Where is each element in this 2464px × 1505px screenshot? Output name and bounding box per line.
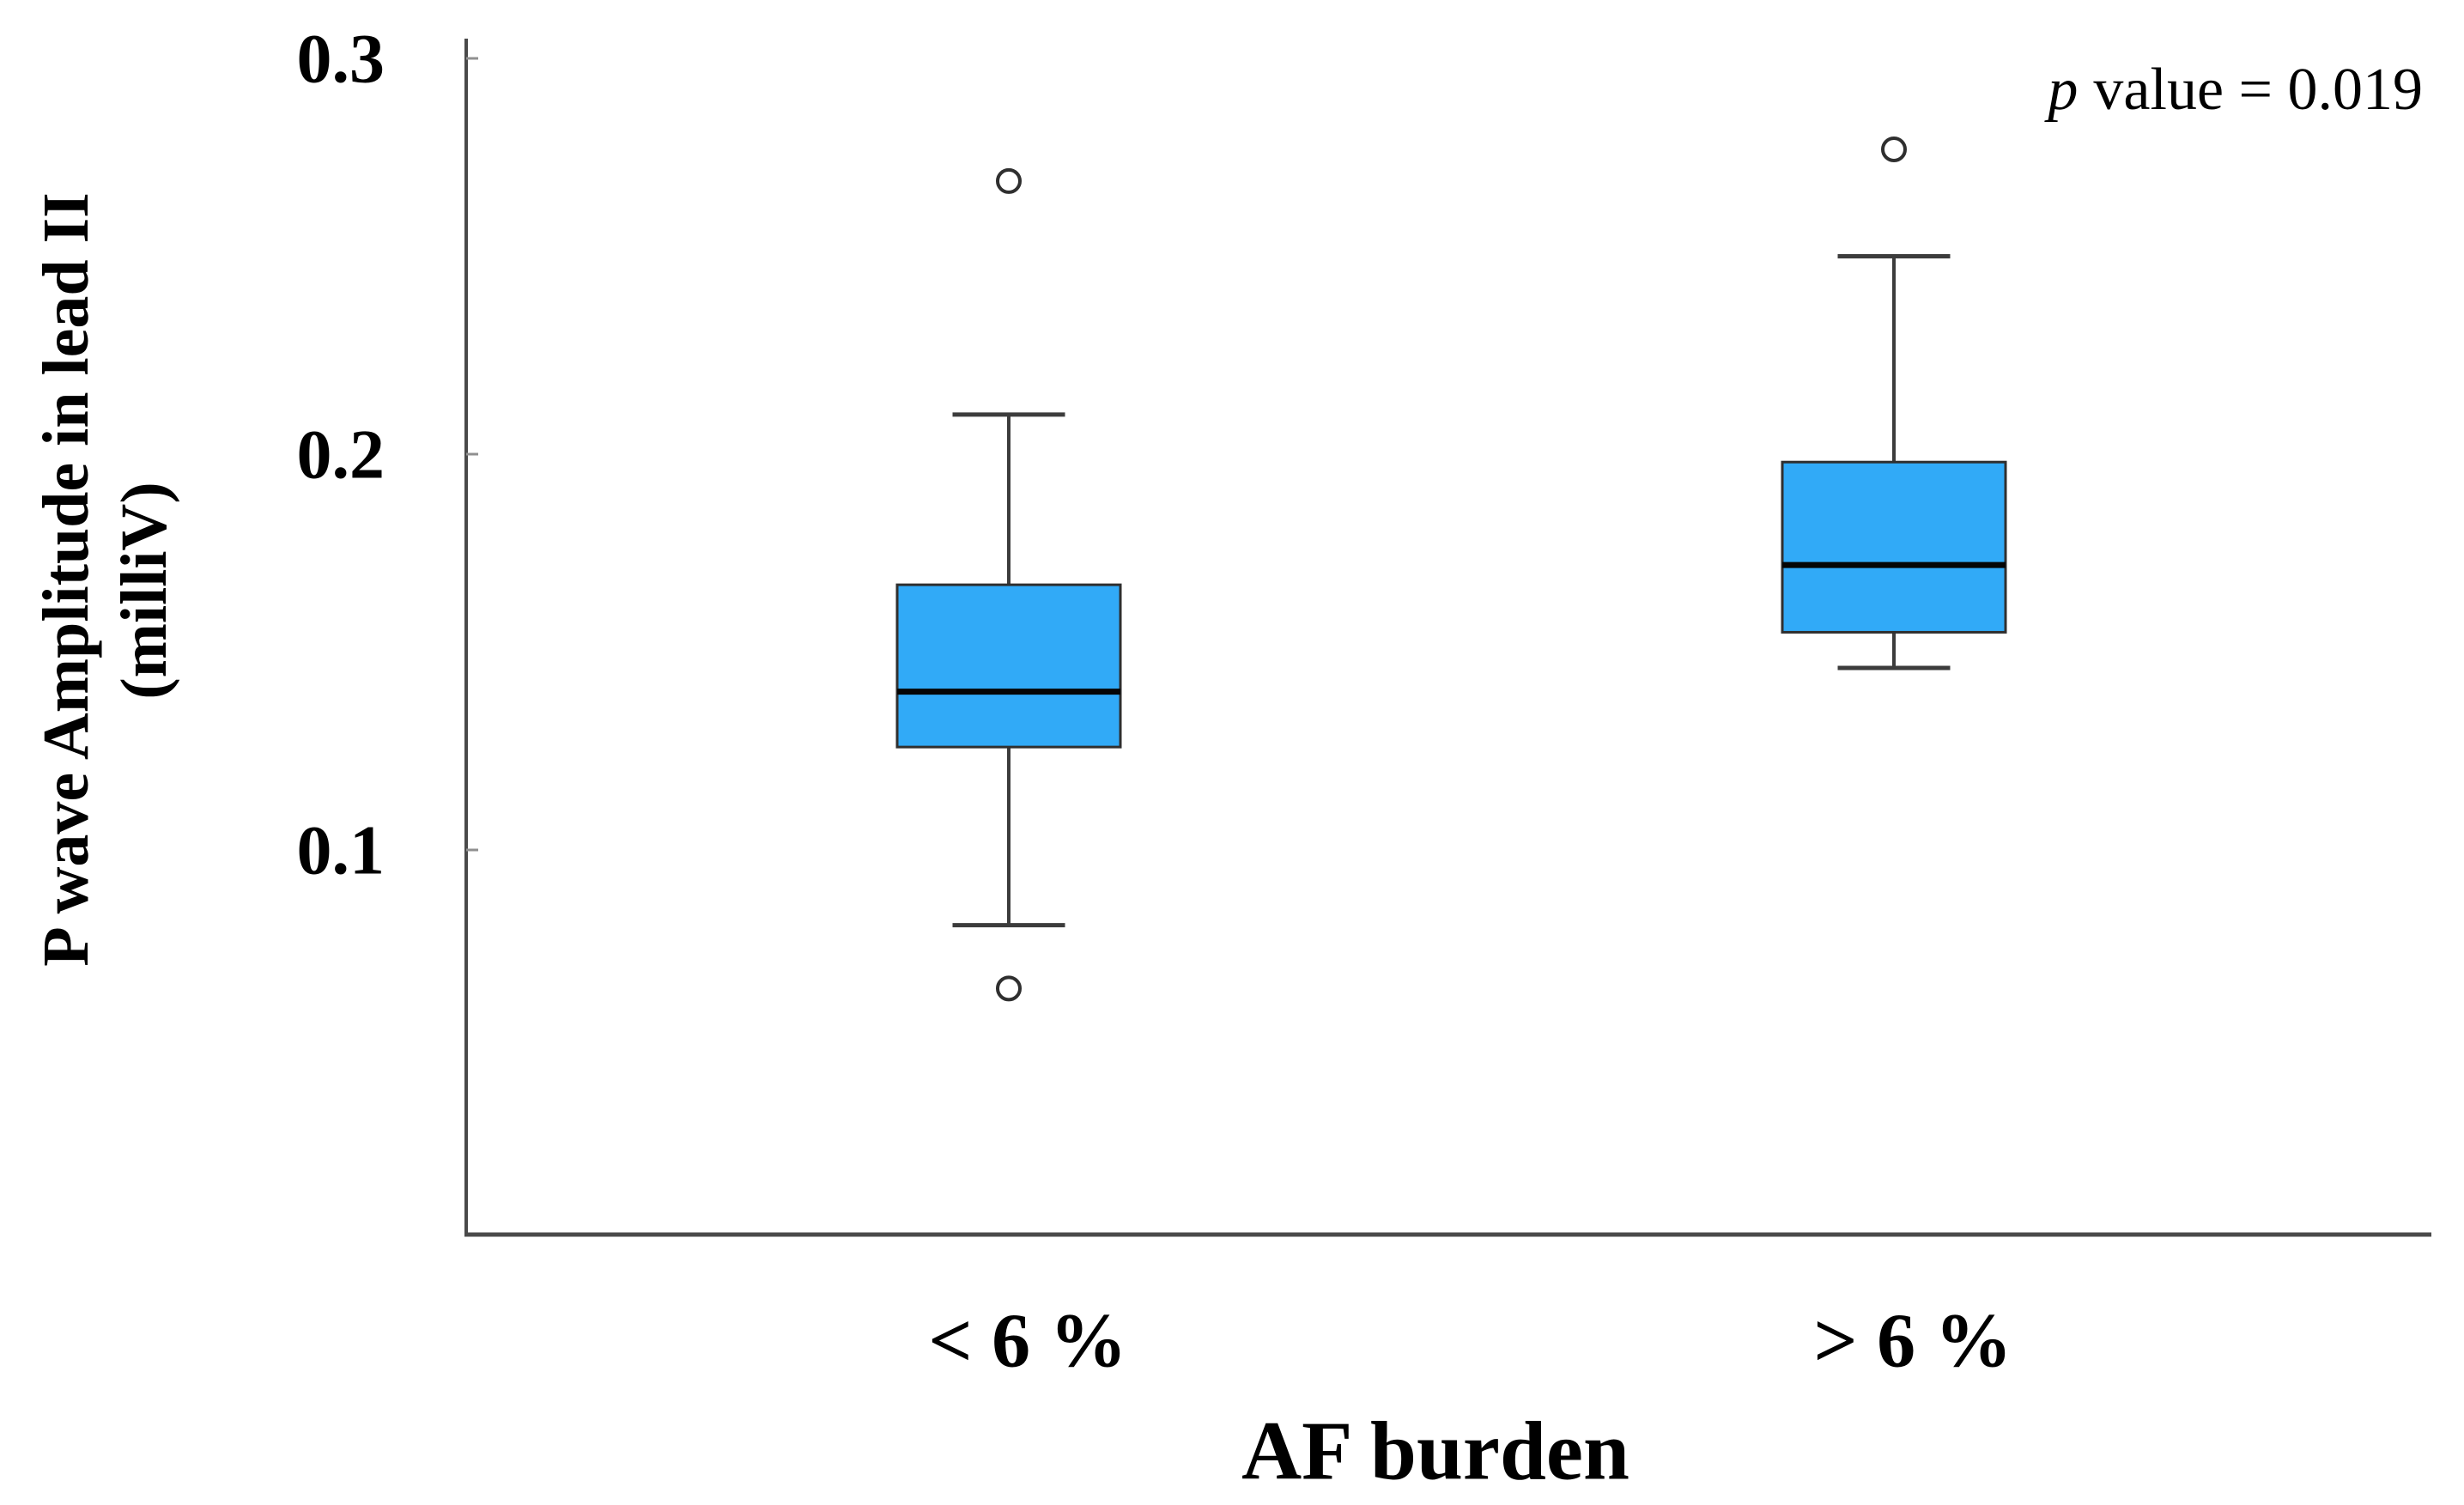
boxplot-group bbox=[1781, 137, 2007, 671]
outlier-point bbox=[996, 167, 1022, 194]
outlier-point bbox=[1881, 137, 1907, 163]
y-tick-label: 0.2 bbox=[297, 416, 385, 494]
y-axis-title-line2: (milliV) bbox=[108, 482, 180, 699]
y-axis-title-line1: P wave Amplitude in lead II bbox=[30, 192, 102, 967]
x-category-label: < 6 % bbox=[928, 1299, 1126, 1384]
boxplot-group bbox=[895, 167, 1122, 1002]
box-rect bbox=[1781, 460, 2007, 634]
box-rect bbox=[895, 583, 1122, 749]
y-tick-label: 0.3 bbox=[297, 20, 385, 98]
p-value-annotation: p value = 0.019 bbox=[2043, 57, 2423, 123]
x-category-label: > 6 % bbox=[1813, 1299, 2012, 1384]
outlier-point bbox=[996, 975, 1022, 1002]
p-value-text: value = 0.019 bbox=[2093, 57, 2423, 123]
x-axis-title: AF burden bbox=[1241, 1405, 1630, 1497]
p-symbol: p bbox=[2043, 57, 2078, 123]
y-tick-label: 0.1 bbox=[297, 811, 385, 889]
